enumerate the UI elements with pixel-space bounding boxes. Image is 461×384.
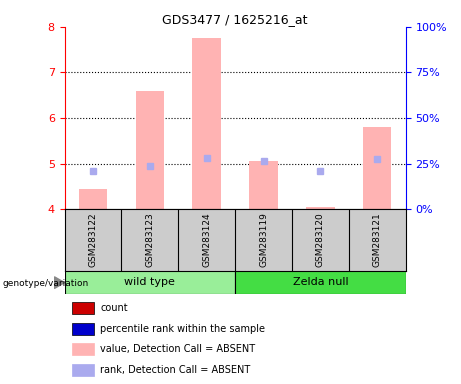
- Bar: [72, 364, 95, 376]
- Bar: [72, 302, 95, 314]
- Bar: [249, 161, 278, 209]
- Text: count: count: [100, 303, 128, 313]
- Bar: [193, 38, 221, 209]
- Bar: [79, 189, 107, 209]
- Text: percentile rank within the sample: percentile rank within the sample: [100, 324, 265, 334]
- Text: GSM283119: GSM283119: [259, 213, 268, 267]
- Text: wild type: wild type: [124, 277, 175, 287]
- Bar: [136, 91, 164, 209]
- FancyBboxPatch shape: [65, 271, 235, 294]
- Bar: [72, 323, 95, 335]
- Text: GSM283121: GSM283121: [373, 213, 382, 267]
- Text: GSM283124: GSM283124: [202, 213, 211, 267]
- Text: Zelda null: Zelda null: [293, 277, 348, 287]
- Text: GSM283123: GSM283123: [145, 213, 154, 267]
- Polygon shape: [54, 277, 65, 288]
- Bar: [306, 207, 335, 209]
- Text: value, Detection Call = ABSENT: value, Detection Call = ABSENT: [100, 344, 255, 354]
- Title: GDS3477 / 1625216_at: GDS3477 / 1625216_at: [162, 13, 308, 26]
- Bar: [72, 343, 95, 356]
- FancyBboxPatch shape: [235, 271, 406, 294]
- Bar: [363, 127, 391, 209]
- Text: rank, Detection Call = ABSENT: rank, Detection Call = ABSENT: [100, 365, 250, 375]
- Text: GSM283122: GSM283122: [89, 213, 97, 267]
- Text: genotype/variation: genotype/variation: [2, 279, 89, 288]
- Text: GSM283120: GSM283120: [316, 213, 325, 267]
